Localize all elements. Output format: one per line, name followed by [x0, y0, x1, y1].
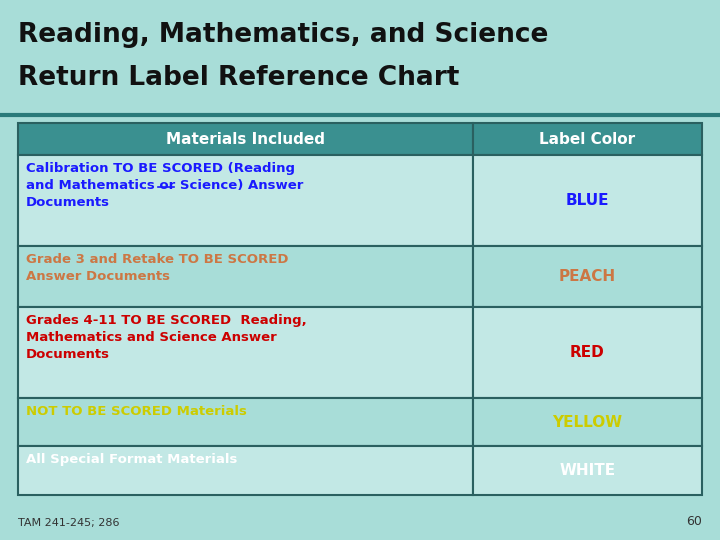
Text: 60: 60	[686, 515, 702, 528]
Bar	[473, 307, 702, 398]
Bar	[18, 398, 473, 447]
Bar	[18, 307, 473, 398]
Text: All Special Format Materials: All Special Format Materials	[26, 454, 238, 467]
Text: Return Label Reference Chart: Return Label Reference Chart	[18, 65, 459, 91]
Text: RED: RED	[570, 345, 605, 360]
Bar	[473, 447, 702, 495]
Text: NOT TO BE SCORED Materials: NOT TO BE SCORED Materials	[26, 405, 247, 418]
Bar	[18, 447, 473, 495]
Bar	[473, 398, 702, 447]
Bar	[18, 246, 473, 307]
Bar	[18, 123, 473, 155]
Bar	[473, 155, 702, 246]
Bar	[0, 0, 720, 115]
Text: YELLOW: YELLOW	[552, 415, 623, 430]
Text: WHITE: WHITE	[559, 463, 616, 478]
Text: Reading, Mathematics, and Science: Reading, Mathematics, and Science	[18, 22, 549, 48]
Text: Materials Included: Materials Included	[166, 132, 325, 146]
Text: TAM 241-245; 286: TAM 241-245; 286	[18, 518, 120, 528]
Bar	[473, 246, 702, 307]
Bar	[473, 123, 702, 155]
Bar	[18, 155, 473, 246]
Text: Grade 3 and Retake TO BE SCORED
Answer Documents: Grade 3 and Retake TO BE SCORED Answer D…	[26, 253, 289, 283]
Text: PEACH: PEACH	[559, 269, 616, 284]
Text: BLUE: BLUE	[566, 193, 609, 208]
Text: Label Color: Label Color	[539, 132, 636, 146]
Text: Grades 4-11 TO BE SCORED  Reading,
Mathematics and Science Answer
Documents: Grades 4-11 TO BE SCORED Reading, Mathem…	[26, 314, 307, 361]
Text: Calibration TO BE SCORED (Reading
and Mathematics or Science) Answer
Documents: Calibration TO BE SCORED (Reading and Ma…	[26, 162, 303, 209]
